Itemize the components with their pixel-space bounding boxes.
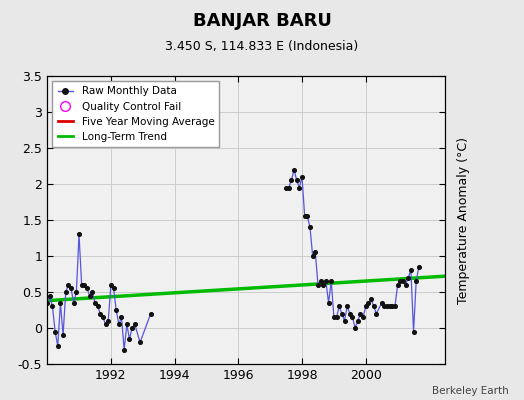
Legend: Raw Monthly Data, Quality Control Fail, Five Year Moving Average, Long-Term Tren: Raw Monthly Data, Quality Control Fail, …	[52, 81, 220, 147]
Point	[348, 314, 357, 320]
Point	[123, 321, 131, 328]
Point	[292, 177, 301, 184]
Point	[367, 296, 375, 302]
Point	[104, 318, 113, 324]
Point	[53, 343, 62, 349]
Point	[340, 318, 348, 324]
Point	[414, 264, 423, 270]
Point	[99, 314, 107, 320]
Point	[380, 303, 388, 310]
Point	[319, 282, 328, 288]
Point	[110, 285, 118, 292]
Point	[401, 282, 410, 288]
Point	[67, 285, 75, 292]
Point	[125, 336, 134, 342]
Point	[48, 303, 57, 310]
Point	[314, 282, 322, 288]
Point	[290, 166, 298, 173]
Point	[43, 300, 51, 306]
Point	[335, 303, 343, 310]
Point	[351, 325, 359, 331]
Point	[327, 278, 335, 284]
Point	[362, 303, 370, 310]
Point	[115, 321, 123, 328]
Point	[298, 174, 306, 180]
Point	[85, 292, 94, 299]
Point	[303, 213, 312, 220]
Point	[64, 282, 73, 288]
Point	[391, 303, 399, 310]
Point	[117, 314, 126, 320]
Point	[287, 177, 296, 184]
Point	[356, 310, 365, 317]
Point	[359, 314, 367, 320]
Point	[46, 292, 54, 299]
Point	[386, 303, 394, 310]
Point	[56, 300, 64, 306]
Point	[322, 278, 330, 284]
Point	[295, 184, 303, 191]
Point	[343, 303, 352, 310]
Point	[101, 321, 110, 328]
Text: Berkeley Earth: Berkeley Earth	[432, 386, 508, 396]
Point	[369, 303, 378, 310]
Text: 3.450 S, 114.833 E (Indonesia): 3.450 S, 114.833 E (Indonesia)	[166, 40, 358, 53]
Point	[78, 282, 86, 288]
Point	[354, 318, 362, 324]
Point	[147, 310, 155, 317]
Text: BANJAR BARU: BANJAR BARU	[192, 12, 332, 30]
Point	[409, 328, 418, 335]
Point	[51, 328, 59, 335]
Point	[404, 274, 412, 281]
Point	[93, 303, 102, 310]
Point	[316, 278, 325, 284]
Point	[396, 278, 405, 284]
Point	[91, 300, 99, 306]
Point	[399, 278, 407, 284]
Point	[75, 231, 83, 238]
Point	[306, 224, 314, 230]
Point	[285, 184, 293, 191]
Point	[70, 300, 78, 306]
Point	[332, 314, 341, 320]
Point	[407, 267, 415, 274]
Point	[364, 300, 373, 306]
Point	[80, 282, 89, 288]
Point	[337, 310, 346, 317]
Point	[72, 289, 81, 295]
Point	[128, 325, 136, 331]
Point	[383, 303, 391, 310]
Point	[61, 289, 70, 295]
Y-axis label: Temperature Anomaly (°C): Temperature Anomaly (°C)	[457, 136, 470, 304]
Point	[282, 184, 290, 191]
Point	[107, 282, 115, 288]
Point	[112, 307, 121, 313]
Point	[59, 332, 67, 338]
Point	[88, 289, 96, 295]
Point	[394, 282, 402, 288]
Point	[372, 310, 380, 317]
Point	[377, 300, 386, 306]
Point	[330, 314, 338, 320]
Point	[83, 285, 91, 292]
Point	[96, 310, 104, 317]
Point	[120, 346, 128, 353]
Point	[324, 300, 333, 306]
Point	[309, 253, 317, 259]
Point	[412, 278, 420, 284]
Point	[346, 310, 354, 317]
Point	[130, 321, 139, 328]
Point	[311, 249, 320, 256]
Point	[388, 303, 397, 310]
Point	[300, 213, 309, 220]
Point	[136, 339, 144, 346]
